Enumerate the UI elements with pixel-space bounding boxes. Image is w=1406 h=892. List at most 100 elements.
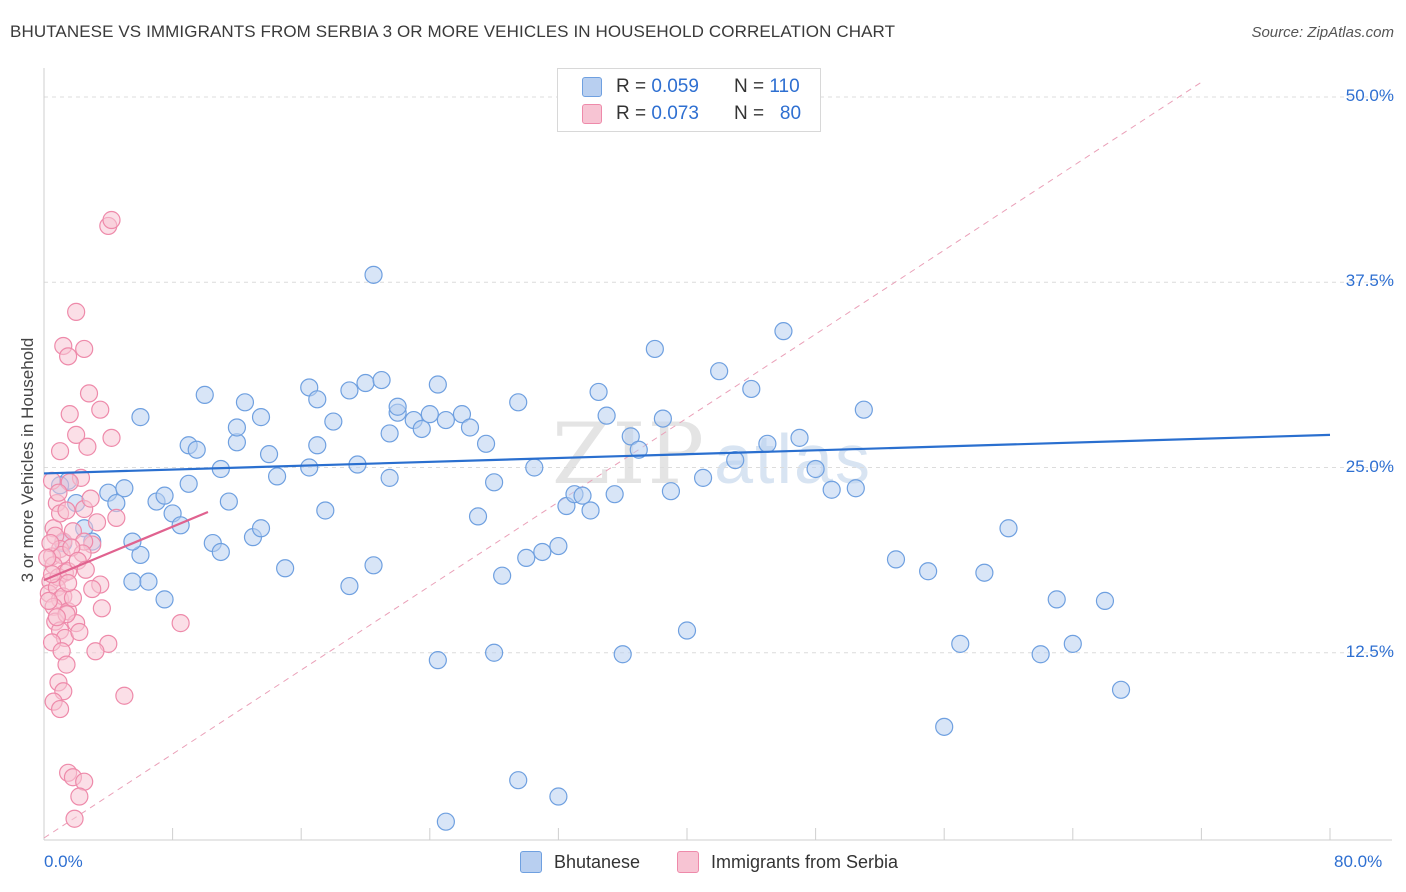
bhutanese-point — [661, 482, 681, 501]
bhutanese-point — [846, 479, 865, 498]
bhutanese-point — [308, 390, 327, 409]
legend-n-value: 110 — [769, 76, 800, 97]
bhutanese-point — [131, 408, 150, 427]
bhutanese-point — [308, 436, 327, 455]
bhutanese-point — [517, 548, 536, 568]
identity-line — [43, 81, 1202, 839]
serbia-point — [39, 591, 58, 610]
legend-item-bhutanese[interactable]: Bhutanese — [520, 851, 640, 873]
bhutanese-point — [364, 556, 383, 575]
y-axis-label: 3 or more Vehicles in Household — [18, 337, 37, 583]
bhutanese-point — [573, 486, 592, 505]
legend-r-label: R = — [616, 103, 647, 124]
legend-row-serbia: R = 0.073 N = 80 — [582, 102, 801, 126]
bhutanese-point — [1095, 591, 1115, 610]
bhutanese-point — [645, 339, 664, 359]
serbia-point — [60, 405, 79, 424]
x-tick-max: 80.0% — [1334, 852, 1383, 871]
bhutanese-trend-line — [43, 433, 1331, 475]
bhutanese-point — [300, 458, 319, 477]
bhutanese-point — [452, 405, 472, 424]
bhutanese-point — [155, 486, 174, 505]
bhutanese-point — [613, 645, 632, 664]
serbia-point — [78, 437, 97, 456]
bhutanese-point — [276, 559, 295, 578]
serbia-point — [91, 400, 110, 419]
bhutanese-point — [935, 717, 954, 736]
bhutanese-point — [493, 566, 512, 585]
serbia-point — [86, 642, 105, 661]
bhutanese-point — [235, 393, 255, 412]
bhutanese-point — [380, 424, 399, 443]
legend-r-value: 0.059 — [651, 76, 699, 97]
legend-n-label: N = — [733, 76, 765, 97]
serbia-point — [79, 384, 99, 403]
bhutanese-point — [653, 409, 672, 428]
bhutanese-point — [227, 418, 246, 437]
bhutanese-point — [485, 643, 504, 662]
serbia-point — [83, 579, 102, 599]
bhutanese-point — [621, 427, 640, 446]
bhutanese-point — [420, 405, 439, 424]
bhutanese-point — [259, 445, 279, 464]
bhutanese-point — [1111, 680, 1131, 699]
series-legend: Bhutanese Immigrants from Serbia — [0, 851, 1406, 877]
bhutanese-point — [428, 375, 447, 394]
bhutanese-point — [115, 479, 134, 498]
serbia-point — [102, 428, 121, 447]
bhutanese-point — [324, 412, 343, 431]
serbia-point — [102, 210, 121, 230]
bhutanese-point — [364, 265, 383, 284]
serbia-points — [38, 210, 190, 828]
serbia-point — [67, 425, 86, 444]
bhutanese-point — [919, 562, 938, 581]
bhutanese-point — [589, 382, 608, 402]
bhutanese-point — [380, 468, 399, 487]
source-label: Source: ZipAtlas.com — [1251, 24, 1394, 41]
bhutanese-point — [693, 468, 713, 487]
bhutanese-point — [758, 434, 777, 453]
bhutanese-point — [549, 787, 568, 806]
bhutanese-point — [187, 440, 206, 459]
bhutanese-point — [710, 362, 729, 381]
bhutanese-point — [1063, 634, 1082, 653]
serbia-point — [171, 614, 190, 633]
bhutanese-point — [999, 519, 1018, 538]
serbia-point — [107, 508, 126, 527]
bhutanese-point — [742, 379, 761, 399]
serbia-point — [47, 608, 66, 627]
chart-title: BHUTANESE VS IMMIGRANTS FROM SERBIA 3 OR… — [10, 22, 896, 41]
bhutanese-point — [806, 459, 825, 479]
bhutanese-point — [677, 621, 697, 640]
bhutanese-point — [509, 393, 528, 412]
bhutanese-point — [549, 536, 568, 556]
bhutanese-point — [372, 370, 391, 390]
serbia-point — [115, 686, 134, 705]
x-tick-min: 0.0% — [44, 852, 83, 871]
bhutanese-point — [822, 480, 841, 499]
legend-label-bhutanese: Bhutanese — [554, 851, 641, 872]
bhutanese-point — [340, 576, 359, 596]
bhutanese-point — [468, 507, 488, 526]
bhutanese-point — [179, 474, 198, 493]
legend-item-serbia[interactable]: Immigrants from Serbia — [677, 851, 898, 873]
serbia-trend-line — [43, 510, 209, 582]
serbia-point — [60, 473, 79, 492]
bhutanese-point — [436, 812, 455, 831]
serbia-point — [70, 787, 89, 806]
stats-legend: R = 0.059 N = 110 R = 0.073 N = 80 — [557, 68, 821, 132]
serbia-point — [92, 599, 111, 618]
bhutanese-point — [356, 373, 375, 393]
bhutanese-point — [340, 381, 359, 400]
legend-swatch-pink — [582, 104, 602, 124]
bhutanese-point — [509, 771, 528, 790]
bhutanese-point — [581, 501, 600, 520]
bhutanese-point — [155, 590, 174, 609]
bhutanese-point — [597, 406, 616, 425]
legend-swatch-serbia — [677, 851, 699, 873]
y-tick-50: 50.0% — [1345, 86, 1394, 105]
y-tick-37-5: 37.5% — [1345, 271, 1394, 291]
legend-r-label: R = — [616, 76, 647, 97]
bhutanese-point — [460, 418, 480, 437]
